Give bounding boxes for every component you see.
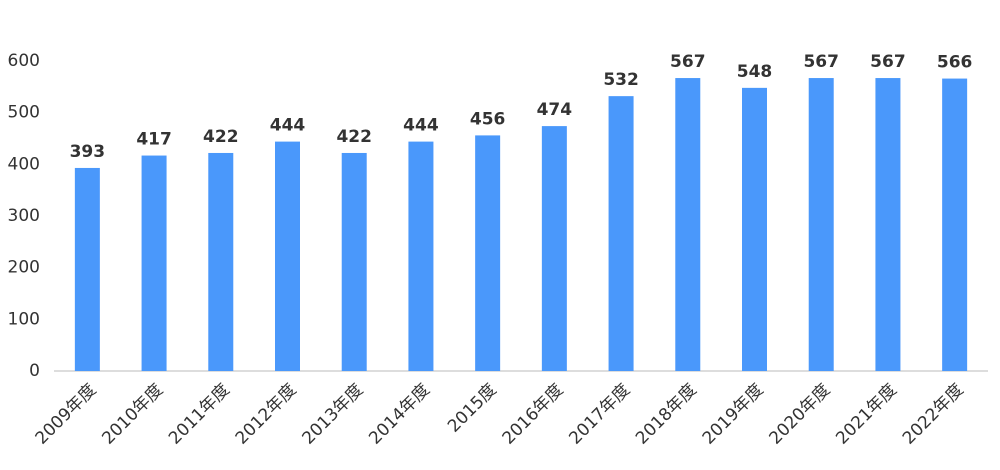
value-label: 444 xyxy=(270,116,306,136)
y-tick-label: 300 xyxy=(8,206,40,226)
y-tick-label: 200 xyxy=(8,258,40,278)
x-tick-label: 2017年度 xyxy=(565,380,634,449)
x-tick-label: 2009年度 xyxy=(32,380,101,449)
value-label: 474 xyxy=(537,100,573,120)
value-label: 422 xyxy=(336,127,372,147)
y-tick-label: 0 xyxy=(29,361,40,381)
y-tick-label: 600 xyxy=(8,51,40,71)
x-tick-label: 2011年度 xyxy=(165,380,234,449)
bar xyxy=(608,96,634,371)
value-label: 393 xyxy=(70,142,106,162)
bar xyxy=(541,126,567,371)
bar xyxy=(742,87,767,371)
bar xyxy=(875,78,901,372)
bar xyxy=(808,78,834,372)
value-label: 548 xyxy=(737,62,773,82)
y-tick-label: 100 xyxy=(8,309,40,329)
bar xyxy=(74,167,100,371)
bar xyxy=(275,141,300,371)
x-tick-label: 2012年度 xyxy=(232,380,301,449)
x-tick-label: 2013年度 xyxy=(299,380,368,449)
value-label: 567 xyxy=(670,52,706,72)
value-label: 422 xyxy=(203,127,239,147)
y-tick-label: 400 xyxy=(8,154,40,174)
value-label: 417 xyxy=(136,130,172,150)
x-tick-label: 2020年度 xyxy=(766,380,835,449)
bar xyxy=(675,78,701,372)
value-label: 456 xyxy=(470,109,506,129)
x-tick-label: 2021年度 xyxy=(832,380,901,449)
x-tick-label: 2018年度 xyxy=(632,380,701,449)
bar xyxy=(141,155,167,371)
bar xyxy=(475,135,501,371)
bar xyxy=(408,141,434,371)
x-tick-label: 2022年度 xyxy=(899,380,968,449)
x-tick-label: 2016年度 xyxy=(499,380,568,449)
x-tick-label: 2015度 xyxy=(444,380,501,437)
bar xyxy=(942,78,968,372)
y-tick-label: 500 xyxy=(8,103,40,123)
x-tick-label: 2014年度 xyxy=(365,380,434,449)
value-label: 444 xyxy=(403,116,439,136)
value-label: 532 xyxy=(603,70,639,90)
x-tick-label: 2019年度 xyxy=(699,380,768,449)
value-label: 567 xyxy=(803,52,839,72)
value-label: 567 xyxy=(870,52,906,72)
bar xyxy=(341,152,367,371)
bar xyxy=(208,152,234,371)
x-tick-label: 2010年度 xyxy=(98,380,167,449)
value-label: 566 xyxy=(937,53,973,73)
